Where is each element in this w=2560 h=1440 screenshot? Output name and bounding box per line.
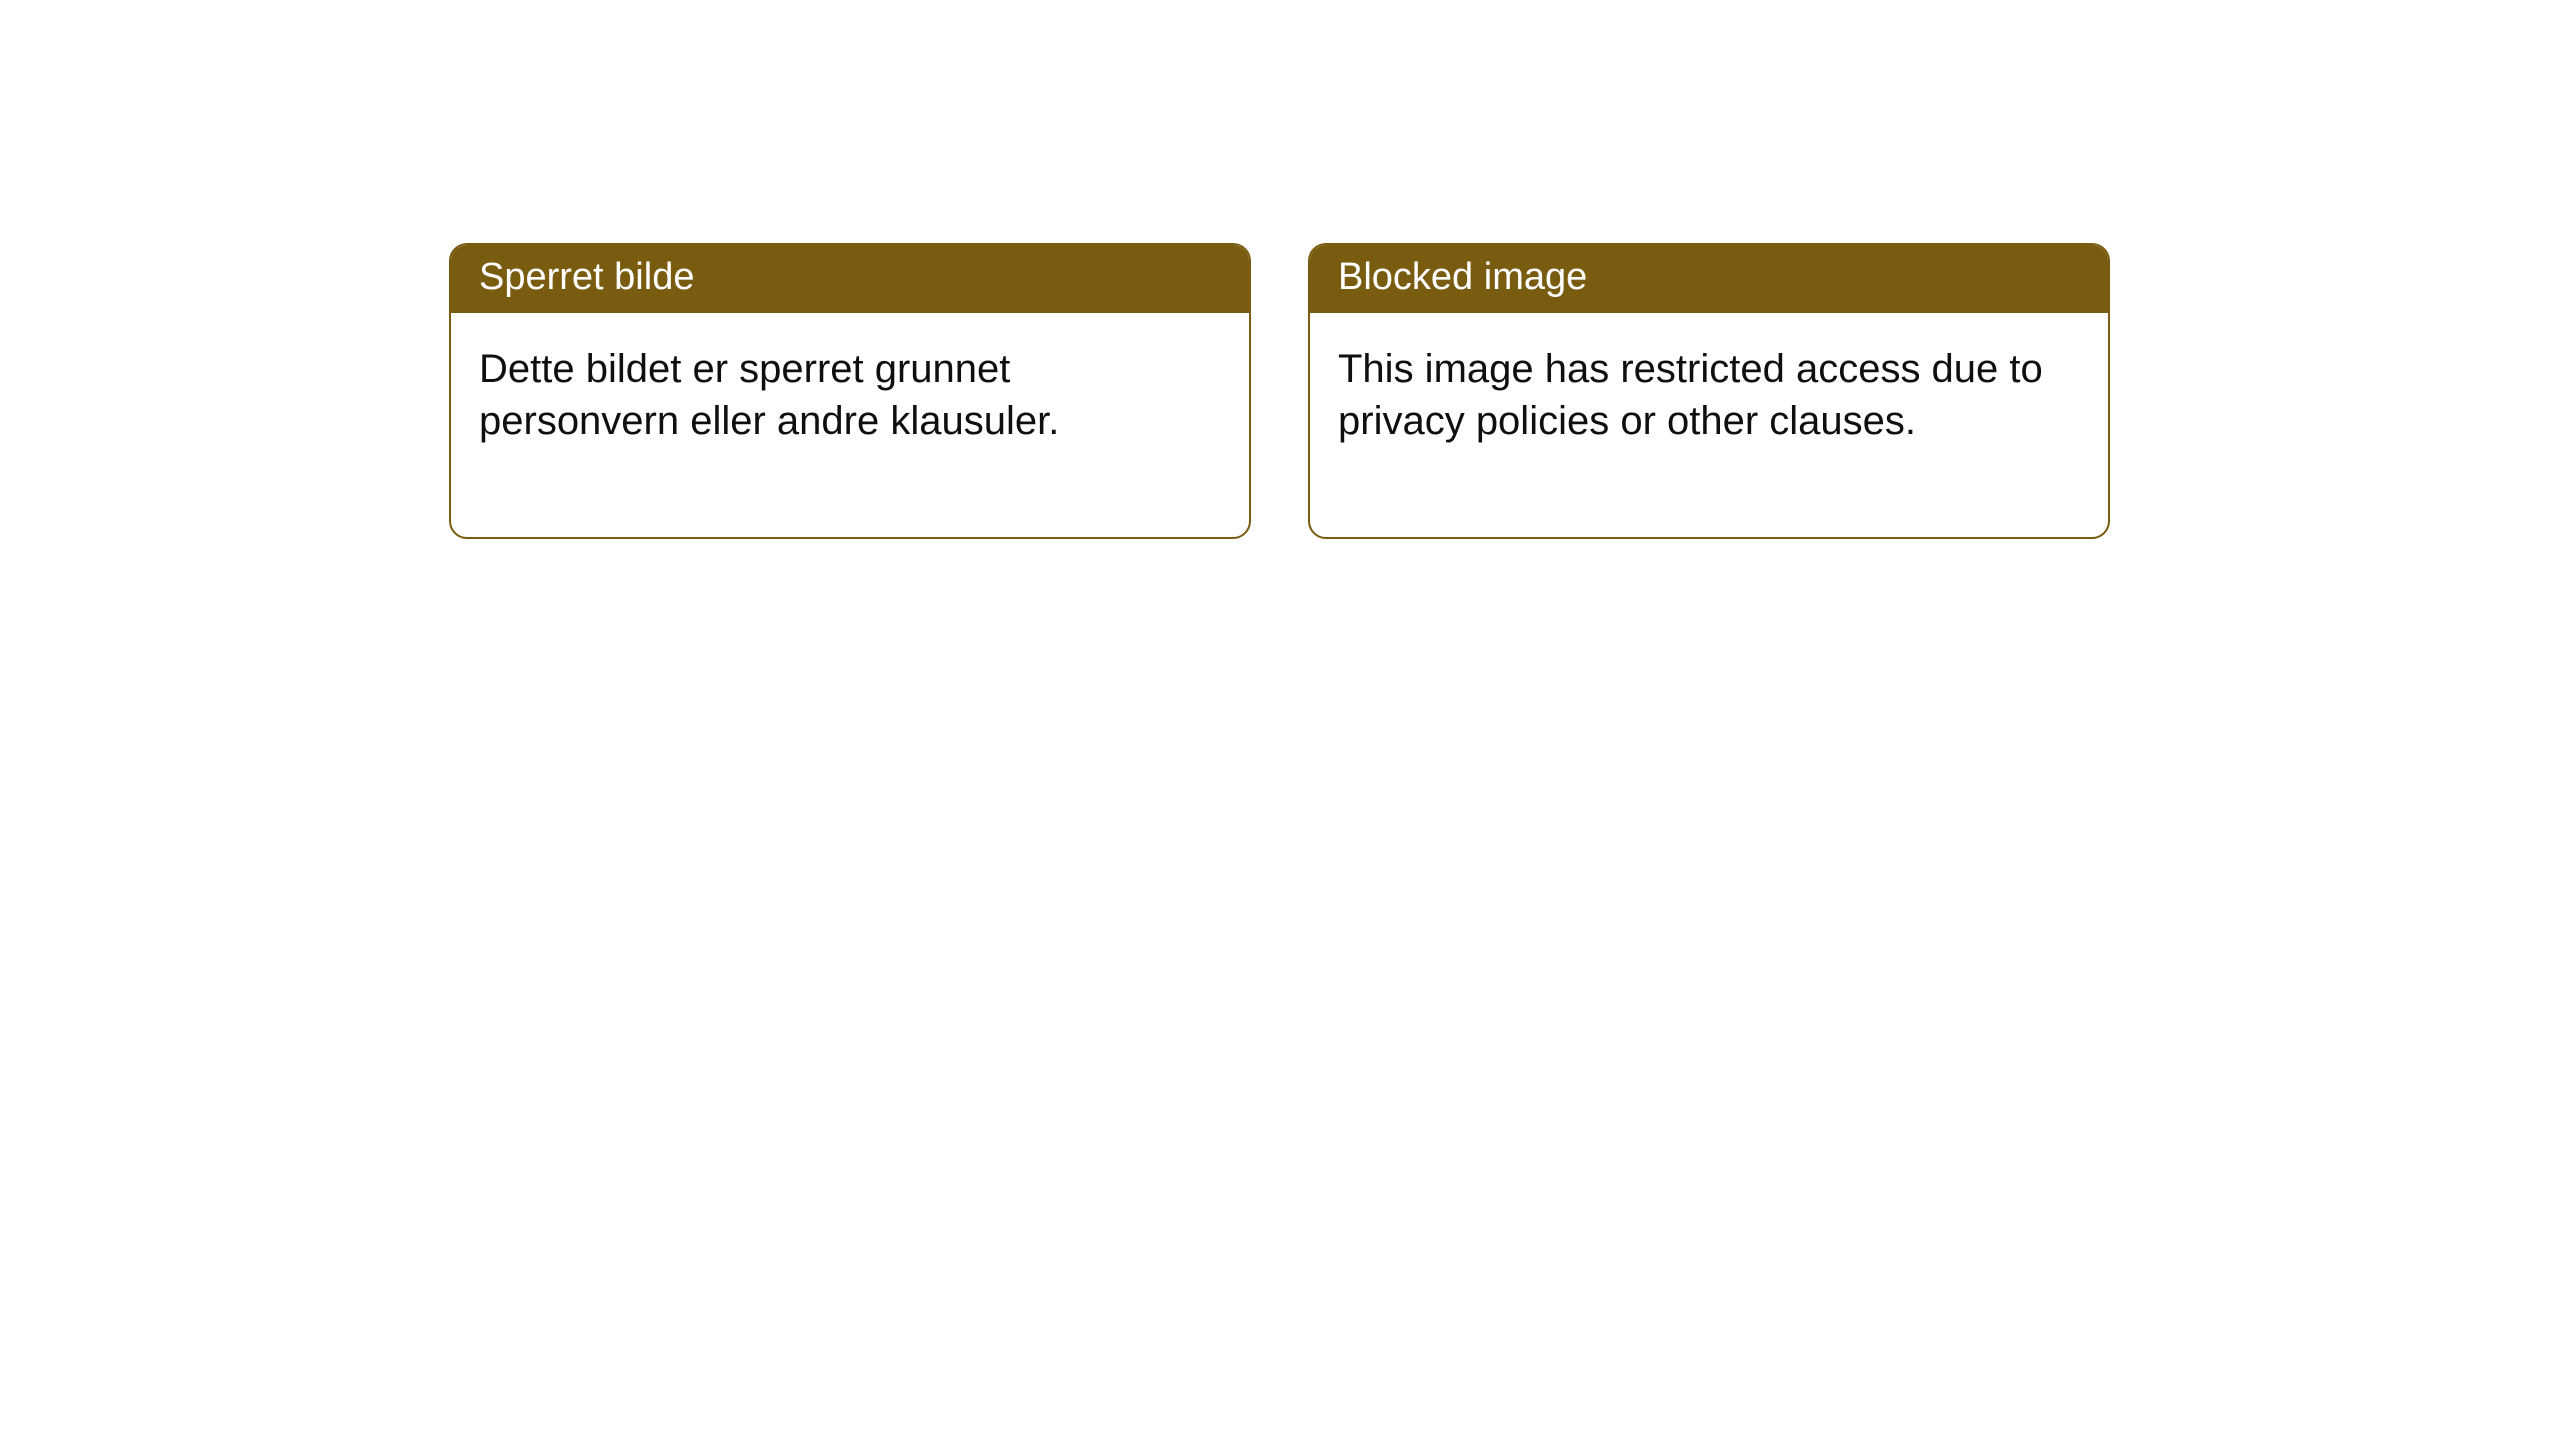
notice-card-norwegian: Sperret bilde Dette bildet er sperret gr…	[449, 243, 1251, 539]
notice-body-english: This image has restricted access due to …	[1310, 313, 2108, 537]
notice-container: Sperret bilde Dette bildet er sperret gr…	[449, 243, 2110, 539]
notice-header-english: Blocked image	[1310, 245, 2108, 313]
notice-body-norwegian: Dette bildet er sperret grunnet personve…	[451, 313, 1249, 537]
notice-card-english: Blocked image This image has restricted …	[1308, 243, 2110, 539]
notice-header-norwegian: Sperret bilde	[451, 245, 1249, 313]
